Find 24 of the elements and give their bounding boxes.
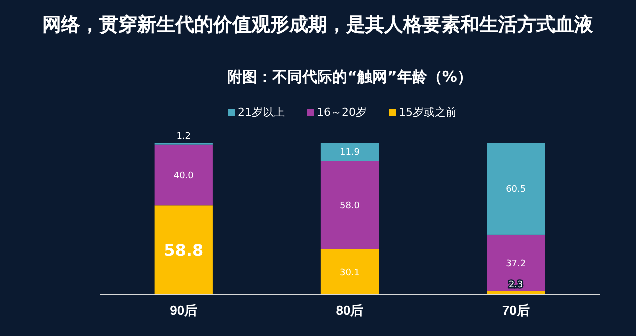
- bar: [487, 143, 546, 235]
- data-label: 40.0: [174, 171, 194, 182]
- chart-subtitle: 附图：不同代际的“触网”年龄（%）: [228, 68, 472, 86]
- bar: [154, 206, 213, 295]
- x-tick-label: 80后: [336, 303, 364, 318]
- data-label: 1.2: [176, 132, 192, 142]
- x-tick-label: 90后: [170, 303, 198, 318]
- data-label: 60.5: [506, 185, 526, 196]
- data-label: 37.2: [506, 259, 526, 270]
- data-label: 58.8: [164, 240, 204, 260]
- bar: [320, 161, 380, 250]
- bar: [320, 249, 380, 295]
- legend-label: 16～20岁: [317, 106, 367, 119]
- bar: [320, 143, 380, 162]
- chart-title: 网络，贯穿新生代的价值观形成期，是其人格要素和生活方式血液: [42, 14, 594, 36]
- legend-label: 21岁以上: [238, 106, 285, 119]
- x-tick-label: 70后: [502, 303, 530, 318]
- bar: [154, 144, 213, 206]
- data-label: 2.3: [508, 280, 524, 291]
- legend-label: 15岁或之前: [399, 106, 457, 119]
- data-label: 11.9: [340, 148, 360, 158]
- data-label: 58.0: [340, 201, 360, 212]
- data-label: 30.1: [340, 268, 360, 278]
- bar: [487, 234, 546, 292]
